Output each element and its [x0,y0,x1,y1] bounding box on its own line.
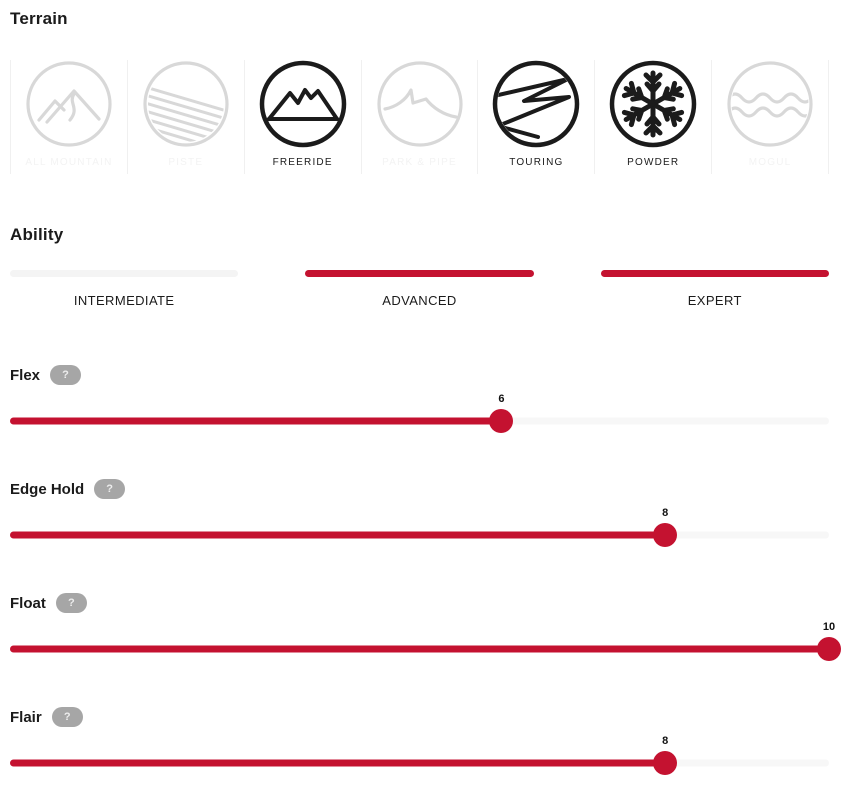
terrain-option-powder[interactable]: POWDER [594,60,711,174]
slider-value: 10 [822,621,836,633]
slider-value: 8 [662,735,669,747]
terrain-option-label: FREERIDE [272,157,333,168]
edge-hold-help-button[interactable]: ? [94,479,126,499]
slider-handle[interactable] [817,637,841,661]
ability-bar [10,270,239,277]
touring-icon [493,60,580,148]
terrain-option-mogul[interactable]: MOGUL [711,60,830,174]
freeride-icon [259,60,346,148]
flair-slider[interactable]: 8 [10,735,829,775]
ability-level-advanced[interactable]: ADVANCED [305,270,534,309]
slider-handle[interactable] [653,523,678,547]
slider-fill [10,531,666,539]
edge-hold-slider-group: Edge Hold ? 8 [10,479,829,547]
terrain-option-label: MOGUL [748,157,792,168]
piste-icon [143,61,229,147]
all-mountain-icon [26,61,112,147]
ability-section-title: Ability [10,225,64,244]
terrain-option-label: PARK & PIPE [382,157,457,168]
ability-level-label: ADVANCED [382,293,457,308]
float-slider-group: Float ? 10 [10,593,841,661]
float-slider[interactable]: 10 [10,621,841,661]
terrain-option-label: PISTE [168,157,204,168]
flex-slider[interactable]: 6 [10,393,829,433]
ability-bar [305,270,534,277]
ability-level-expert[interactable]: EXPERT [600,270,829,309]
terrain-option-label: POWDER [627,157,680,168]
float-label: Float [10,594,46,612]
powder-icon [609,60,697,148]
flair-label: Flair [10,708,42,726]
terrain-option-park-pipe[interactable]: PARK & PIPE [360,60,478,174]
terrain-option-freeride[interactable]: FREERIDE [243,60,361,174]
edge-hold-slider[interactable]: 8 [10,507,829,547]
mogul-icon [727,61,813,147]
flex-help-button[interactable]: ? [50,365,82,385]
ability-level-intermediate[interactable]: INTERMEDIATE [10,270,239,309]
terrain-section-title: Terrain [10,9,68,28]
slider-handle[interactable] [489,409,514,433]
ability-bar [600,270,829,277]
terrain-option-label: ALL MOUNTAIN [25,157,113,168]
slider-fill [10,759,666,767]
terrain-option-piste[interactable]: PISTE [126,60,244,174]
park-pipe-icon [376,61,463,147]
ability-options: INTERMEDIATE ADVANCED EXPERT [10,270,829,309]
float-help-button[interactable]: ? [55,593,87,613]
slider-value: 8 [662,507,669,519]
terrain-option-touring[interactable]: TOURING [477,60,594,174]
slider-handle[interactable] [653,751,678,775]
terrain-options: ALL MOUNTAIN PISTE [10,60,830,174]
slider-fill [10,645,829,653]
terrain-option-all-mountain[interactable]: ALL MOUNTAIN [10,60,127,174]
edge-hold-label: Edge Hold [10,480,85,498]
slider-fill [10,417,502,425]
flair-slider-group: Flair ? 8 [10,707,829,775]
ability-level-label: EXPERT [687,293,742,308]
ability-level-label: INTERMEDIATE [73,293,175,308]
flex-slider-group: Flex ? 6 [10,365,829,433]
terrain-option-label: TOURING [509,157,564,168]
slider-value: 6 [498,393,505,405]
flex-label: Flex [10,366,41,384]
flair-help-button[interactable]: ? [51,707,83,727]
